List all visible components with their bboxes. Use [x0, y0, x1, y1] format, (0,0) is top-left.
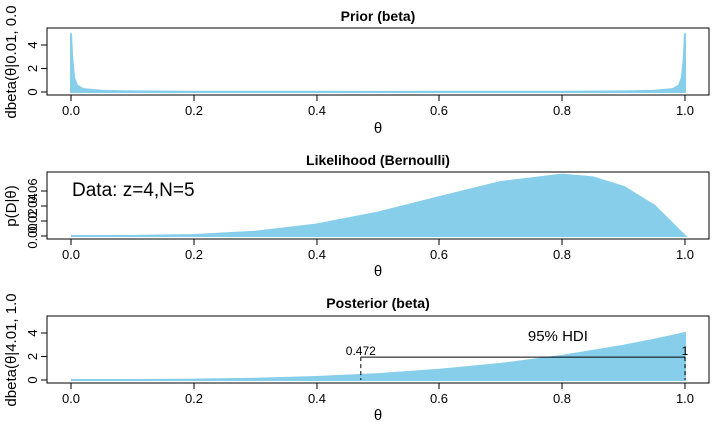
- likelihood-y-tick-label-1: 0.02: [25, 208, 40, 233]
- posterior-plot-box: [46, 315, 710, 384]
- likelihood-x-tick-label-0: 0.0: [62, 247, 80, 262]
- posterior-x-tick-label-1: 0.2: [185, 391, 203, 406]
- likelihood-x-label: θ: [374, 263, 382, 280]
- prior-x-tick-4: 0.8: [553, 95, 571, 118]
- likelihood-x-tick-0: 0.0: [62, 239, 80, 262]
- posterior-x-tick-label-5: 1.0: [676, 391, 694, 406]
- likelihood-title: Likelihood (Bernoulli): [306, 152, 450, 168]
- prior-x-tick-label-4: 0.8: [553, 103, 571, 118]
- likelihood-y-label: p(D|θ): [3, 185, 20, 226]
- prior-plot-box: [46, 27, 710, 96]
- likelihood-annotation: Data: z=4,N=5: [72, 180, 195, 201]
- prior-y-tick-label-0: 0: [25, 88, 40, 95]
- likelihood-x-tick-label-1: 0.2: [185, 247, 203, 262]
- prior-x-tick-1: 0.2: [185, 95, 203, 118]
- posterior-x-tick-0: 0.0: [62, 383, 80, 406]
- likelihood-y-tick-label-3: 0.06: [25, 178, 40, 203]
- likelihood-y-axis: 0.00 0.02 0.04 0.06: [25, 178, 47, 249]
- prior-y-label: dbeta(θ|0.01, 0.0: [3, 5, 20, 118]
- posterior-x-tick-3: 0.6: [430, 383, 448, 406]
- prior-x-tick-label-5: 1.0: [676, 103, 694, 118]
- posterior-x-tick-5: 1.0: [676, 383, 694, 406]
- posterior-x-tick-label-4: 0.8: [553, 391, 571, 406]
- prior-x-tick-label-3: 0.6: [430, 103, 448, 118]
- prior-x-tick-2: 0.4: [308, 95, 326, 118]
- prior-x-tick-0: 0.0: [62, 95, 80, 118]
- likelihood-x-tick-2: 0.4: [308, 239, 326, 262]
- likelihood-x-tick-label-4: 0.8: [553, 247, 571, 262]
- prior-x-axis: 0.0 0.2 0.4 0.6 0.8 1.0: [62, 95, 694, 118]
- prior-y-tick-label-1: 2: [25, 65, 40, 72]
- likelihood-x-tick-4: 0.8: [553, 239, 571, 262]
- posterior-x-axis: 0.0 0.2 0.4 0.6 0.8 1.0: [62, 383, 694, 406]
- panel-prior: Prior (beta) 0.0 0.2 0.4 0.6 0.8 1.0 θ 0…: [3, 5, 710, 137]
- likelihood-area: [70, 173, 688, 237]
- posterior-title: Posterior (beta): [326, 295, 429, 311]
- hdi-label: 95% HDI: [528, 328, 588, 345]
- posterior-x-label: θ: [374, 407, 382, 424]
- hdi-low-label: 0.472: [346, 344, 376, 358]
- posterior-y-label: dbeta(θ|4.01, 1.0: [3, 293, 20, 406]
- posterior-x-tick-2: 0.4: [308, 383, 326, 406]
- likelihood-y-tick-label-2: 0.04: [25, 193, 40, 218]
- posterior-y-tick-label-1: 2: [25, 353, 40, 360]
- posterior-x-tick-4: 0.8: [553, 383, 571, 406]
- posterior-x-tick-1: 0.2: [185, 383, 203, 406]
- likelihood-x-tick-label-5: 1.0: [676, 247, 694, 262]
- prior-x-tick-5: 1.0: [676, 95, 694, 118]
- prior-y-axis: 0 2 4: [25, 41, 47, 96]
- prior-x-tick-label-1: 0.2: [185, 103, 203, 118]
- posterior-y-tick-label-2: 4: [25, 329, 40, 336]
- likelihood-x-tick-3: 0.6: [430, 239, 448, 262]
- likelihood-x-axis: 0.0 0.2 0.4 0.6 0.8 1.0: [62, 239, 694, 262]
- likelihood-x-tick-1: 0.2: [185, 239, 203, 262]
- panel-likelihood: Likelihood (Bernoulli) Data: z=4,N=5 0.0…: [3, 152, 710, 280]
- prior-x-tick-3: 0.6: [430, 95, 448, 118]
- likelihood-x-tick-5: 1.0: [676, 239, 694, 262]
- prior-y-tick-label-2: 4: [25, 41, 40, 48]
- prior-x-label: θ: [374, 120, 382, 137]
- prior-density-area: [70, 33, 686, 93]
- likelihood-x-tick-label-2: 0.4: [308, 247, 326, 262]
- likelihood-y-tick-label-0: 0.00: [25, 223, 40, 248]
- prior-x-tick-label-2: 0.4: [308, 103, 326, 118]
- posterior-x-tick-label-2: 0.4: [308, 391, 326, 406]
- hdi-high-label: 1: [682, 344, 689, 358]
- posterior-x-tick-label-0: 0.0: [62, 391, 80, 406]
- likelihood-x-tick-label-3: 0.6: [430, 247, 448, 262]
- posterior-y-tick-label-0: 0: [25, 376, 40, 383]
- prior-title: Prior (beta): [341, 8, 416, 24]
- prior-x-tick-label-0: 0.0: [62, 103, 80, 118]
- panel-posterior: Posterior (beta) 0.472 1 95% HDI 0.0 0.2…: [3, 293, 710, 424]
- posterior-density-area: [71, 331, 686, 381]
- posterior-y-axis: 0 2 4: [25, 329, 47, 384]
- posterior-x-tick-label-3: 0.6: [430, 391, 448, 406]
